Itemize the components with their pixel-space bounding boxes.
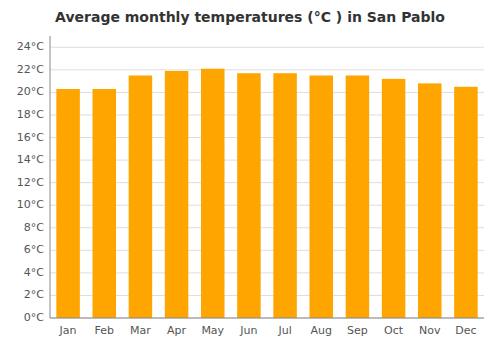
y-tick-label: 16°C: [17, 131, 44, 144]
y-tick-label: 6°C: [24, 243, 44, 256]
bar: [92, 89, 116, 318]
bar: [165, 71, 189, 318]
bar: [346, 75, 370, 318]
x-tick-label: Mar: [130, 324, 151, 337]
chart-svg: Average monthly temperatures (°C ) in Sa…: [0, 0, 500, 350]
x-tick-label: Aug: [311, 324, 332, 337]
bar: [129, 75, 153, 318]
chart-container: Average monthly temperatures (°C ) in Sa…: [0, 0, 500, 350]
y-tick-label: 8°C: [24, 221, 44, 234]
y-tick-label: 22°C: [17, 63, 44, 76]
x-tick-label: Dec: [455, 324, 476, 337]
y-tick-label: 0°C: [24, 311, 44, 324]
grid-line: [50, 69, 484, 70]
bar: [454, 87, 478, 318]
y-tick-label: 20°C: [17, 85, 44, 98]
x-axis-ticks: Jan Feb Mar Apr May Jun Jul Aug Sep Oct Nov Dec: [59, 324, 477, 337]
grid: [50, 47, 484, 318]
grid-line: [50, 47, 484, 48]
chart-title: Average monthly temperatures (°C ) in Sa…: [55, 9, 445, 25]
bar: [309, 75, 333, 318]
bar: [273, 73, 297, 318]
bar: [418, 83, 442, 318]
x-tick-label: Nov: [419, 324, 441, 337]
x-tick-label: Feb: [95, 324, 114, 337]
x-tick-label: Sep: [347, 324, 368, 337]
x-tick-label: May: [201, 324, 224, 337]
y-tick-label: 14°C: [17, 153, 44, 166]
y-tick-label: 10°C: [17, 198, 44, 211]
x-axis-line: [50, 318, 484, 319]
y-tick-label: 2°C: [24, 288, 44, 301]
x-tick-label: Jan: [59, 324, 77, 337]
bar: [237, 73, 261, 318]
grid-line: [50, 318, 484, 319]
bar: [56, 89, 80, 318]
y-tick-label: 24°C: [17, 40, 44, 53]
y-axis-ticks: 0°C 2°C 4°C 6°C 8°C 10°C 12°C 14°C 16°C 18°C 20°C 2…: [17, 40, 44, 324]
y-axis-line: [50, 36, 51, 318]
y-tick-label: 18°C: [17, 108, 44, 121]
x-tick-label: Jun: [239, 324, 257, 337]
x-tick-label: Jul: [277, 324, 291, 337]
bars: [56, 69, 477, 318]
bar: [382, 79, 406, 318]
x-tick-label: Oct: [384, 324, 404, 337]
bar: [201, 69, 225, 318]
x-tick-label: Apr: [167, 324, 187, 337]
y-tick-label: 4°C: [24, 266, 44, 279]
y-tick-label: 12°C: [17, 176, 44, 189]
